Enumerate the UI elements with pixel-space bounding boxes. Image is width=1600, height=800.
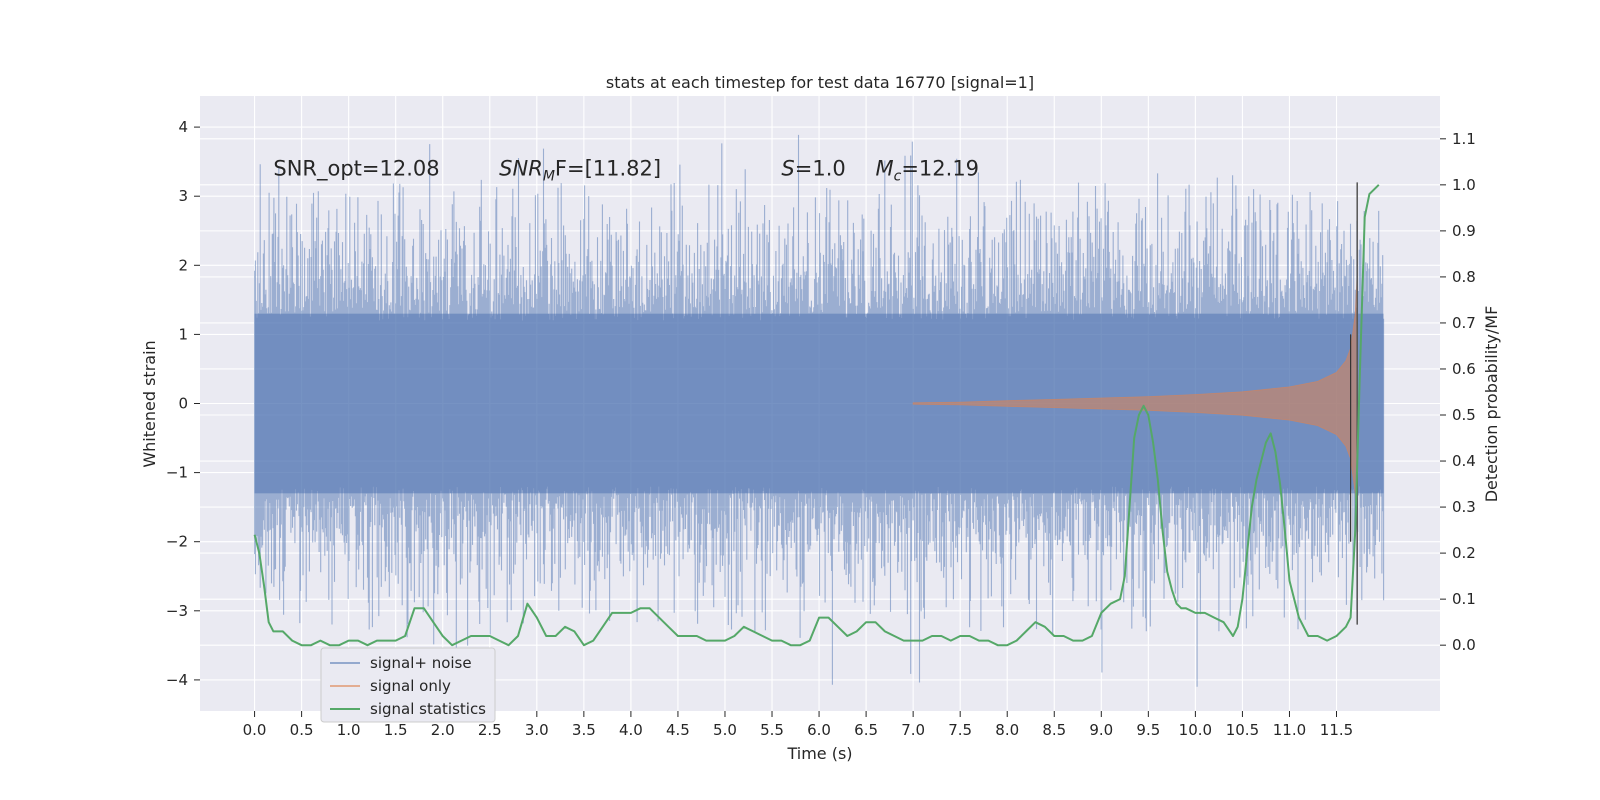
legend: signal+ noise signal only signal statist… (320, 647, 496, 723)
x-tick-label: 3.5 (572, 721, 596, 739)
y-tick-label: 3 (178, 187, 188, 205)
x-tick-label: 8.0 (995, 721, 1019, 739)
y-tick-label: −4 (166, 671, 188, 689)
x-tick-label: 7.0 (901, 721, 925, 739)
y-tick-label: −1 (166, 464, 188, 482)
x-tick-label: 6.0 (807, 721, 831, 739)
axis-ticks: 0.0 0.5 1.0 1.5 2.0 2.5 3.0 3.5 4.0 4.5 5.0 5.5 6.0 6… (166, 118, 1476, 739)
x-tick-label: 2.5 (478, 721, 502, 739)
legend-label-statistics: signal statistics (370, 700, 486, 718)
x-tick-label: 7.5 (948, 721, 972, 739)
annotation-3: Mc=12.19 (876, 156, 980, 184)
y-tick-label: 1 (178, 325, 188, 343)
y2-tick-label: 0.6 (1452, 360, 1476, 378)
x-tick-label: 4.5 (666, 721, 690, 739)
x-tick-label: 6.5 (854, 721, 878, 739)
y-tick-label: 0 (178, 395, 188, 413)
legend-label-noise: signal+ noise (370, 654, 472, 672)
x-tick-label: 3.0 (525, 721, 549, 739)
y-axis-label: Whitened strain (140, 340, 159, 467)
x-tick-label: 10.5 (1226, 721, 1259, 739)
x-tick-label: 1.0 (337, 721, 361, 739)
x-axis-label: Time (s) (786, 744, 852, 763)
y2-tick-label: 0.7 (1452, 314, 1476, 332)
x-tick-label: 5.0 (713, 721, 737, 739)
y2-tick-label: 1.0 (1452, 176, 1476, 194)
y-tick-label: 4 (178, 118, 188, 136)
y2-tick-label: 0.5 (1452, 406, 1476, 424)
legend-box (320, 647, 496, 723)
x-tick-label: 2.0 (431, 721, 455, 739)
statistics-line (253, 184, 1380, 647)
x-tick-label: 0.0 (243, 721, 267, 739)
y2-axis-label: Detection probability/MF (1482, 306, 1501, 503)
y2-tick-label: 0.9 (1452, 222, 1476, 240)
annotations: SNR_opt=12.08 SNRMF=[11.82] S=1.0 Mc=12.19 (273, 156, 979, 184)
x-tick-label: 0.5 (290, 721, 314, 739)
y-tick-label: 2 (178, 256, 188, 274)
x-tick-label: 11.0 (1273, 721, 1306, 739)
y-tick-label: −2 (166, 533, 188, 551)
annotation-1: SNRMF=[11.82] (499, 156, 661, 184)
signal-only-series (912, 182, 1358, 625)
x-tick-label: 1.5 (384, 721, 408, 739)
annotation-2: S=1.0 (781, 156, 845, 180)
x-tick-label: 4.0 (619, 721, 643, 739)
signal-statistics-series (253, 184, 1380, 647)
x-tick-label: 9.5 (1136, 721, 1160, 739)
y2-tick-label: 0.3 (1452, 498, 1476, 516)
y2-tick-label: 1.1 (1452, 130, 1476, 148)
x-tick-label: 5.5 (760, 721, 784, 739)
y2-tick-label: 0.4 (1452, 452, 1476, 470)
annotation-0: SNR_opt=12.08 (273, 156, 439, 181)
x-tick-label: 8.5 (1042, 721, 1066, 739)
y2-tick-label: 0.0 (1452, 636, 1476, 654)
x-tick-label: 10.0 (1179, 721, 1212, 739)
y-tick-label: −3 (166, 602, 188, 620)
chart-title: stats at each timestep for test data 167… (606, 73, 1034, 92)
y2-tick-label: 0.8 (1452, 268, 1476, 286)
y2-tick-label: 0.2 (1452, 544, 1476, 562)
y2-tick-label: 0.1 (1452, 590, 1476, 608)
x-tick-label: 11.5 (1320, 721, 1353, 739)
legend-label-signal: signal only (370, 677, 451, 695)
x-tick-label: 9.0 (1089, 721, 1113, 739)
